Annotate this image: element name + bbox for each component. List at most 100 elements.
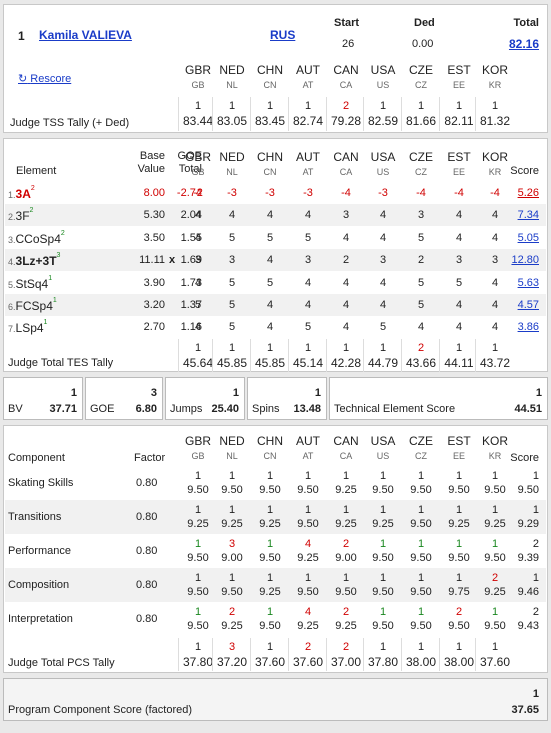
- judge-code-aut: AUT: [296, 63, 320, 77]
- component-judge-rank: 3: [228, 538, 236, 550]
- el-judge-country: AT: [302, 167, 314, 177]
- element-score-link[interactable]: 5.05: [517, 231, 539, 244]
- component-judge-rank: 1: [342, 470, 350, 482]
- el-judge-country: KR: [488, 167, 502, 177]
- tes-divider: [401, 339, 402, 372]
- bv-rank: 1: [70, 387, 77, 399]
- rank-number: 1: [18, 29, 25, 43]
- component-judge-mark: 9.50: [372, 586, 394, 598]
- component-judge-rank: 2: [342, 538, 350, 550]
- judge-mark: 5: [266, 276, 274, 289]
- row-stripe: [5, 249, 546, 272]
- element-goe: 2.04: [180, 209, 202, 222]
- component-judge-rank: 1: [194, 606, 202, 618]
- el-judge-country: GB: [191, 167, 205, 177]
- element-code: LSp4: [15, 321, 44, 336]
- element-number: 6.: [8, 302, 16, 312]
- component-judge-mark: 9.50: [221, 484, 243, 496]
- spins-label: Spins: [252, 403, 280, 415]
- judge-mark: 5: [417, 276, 425, 289]
- component-score-rank: 2: [532, 606, 539, 618]
- judge-country-ee: EE: [452, 80, 465, 90]
- tes-rank: 1: [455, 342, 463, 354]
- component-judge-mark: 9.50: [484, 484, 506, 496]
- element-base-value: 8.00: [143, 187, 165, 199]
- judge-mark: 4: [455, 321, 463, 334]
- pcs-tally-label: Judge Total PCS Tally: [8, 657, 115, 669]
- pcs-value: 37.80: [367, 655, 399, 669]
- component-judge-mark: 9.50: [221, 586, 243, 598]
- pc-judge-country: KR: [488, 451, 502, 461]
- bv-label: BV: [8, 403, 23, 415]
- component-judge-rank: 4: [304, 606, 312, 618]
- element-sup: 2: [30, 185, 35, 192]
- nation-link[interactable]: RUS: [270, 28, 296, 42]
- element-score-link[interactable]: 12.80: [511, 254, 539, 267]
- component-row: Skating Skills 0.80 1 9.50 1 9.50 1 9.50 1 9.50 1 9…: [4, 466, 547, 500]
- component-judge-mark: 9.50: [335, 586, 357, 598]
- judge-code-gbr: GBR: [184, 63, 211, 77]
- element-score-link[interactable]: 5.63: [517, 276, 539, 289]
- pcs-divider: [288, 638, 289, 671]
- tss-rank: 1: [491, 100, 499, 112]
- tss-rank: 1: [304, 100, 312, 112]
- tes-label: Technical Element Score: [334, 403, 456, 415]
- element-score-link[interactable]: 4.57: [517, 299, 539, 311]
- element-score-link[interactable]: 3.86: [517, 321, 539, 334]
- component-score-rank: 1: [532, 470, 539, 482]
- pc-judge-code: NED: [219, 434, 245, 448]
- judge-mark: 4: [455, 209, 463, 222]
- judge-mark: -3: [265, 187, 275, 199]
- judge-mark: 4: [304, 276, 312, 289]
- element-code: FCSp4: [15, 299, 53, 313]
- component-judge-rank: 2: [228, 606, 236, 618]
- element-name: 3.CCoSp42: [8, 230, 65, 246]
- element-base-value: 3.50: [143, 231, 165, 244]
- pc-judge-code: CHN: [257, 434, 283, 448]
- tes-value: 43.72: [479, 356, 511, 370]
- component-row: Composition 0.80 1 9.50 1 9.50 1 9.25 1 9.50 1 9.50…: [4, 568, 547, 602]
- judge-mark: 2: [417, 254, 425, 267]
- pc-judge-country: US: [376, 451, 390, 461]
- judge-code-cze: CZE: [409, 63, 433, 77]
- element-code: 3A: [15, 187, 31, 201]
- pcs-value: 37.80: [182, 655, 214, 669]
- judge-mark: 4: [342, 321, 350, 334]
- skater-name-link[interactable]: Kamila VALIEVA: [39, 28, 132, 42]
- element-sup: 1: [52, 297, 57, 304]
- element-row: 4.3Lz+3T3 11.11 x 1.69 3 3 4 3 2 3 2 3 3 12.80: [4, 249, 547, 271]
- pcs-value: 37.00: [330, 655, 362, 669]
- judge-mark: 4: [491, 321, 499, 334]
- judge-mark: 4: [266, 209, 274, 222]
- judge-mark: 4: [379, 231, 387, 244]
- tss-value: 82.11: [444, 114, 474, 128]
- rescore-label: Rescore: [30, 73, 72, 85]
- rescore-link[interactable]: ↻ Rescore: [18, 72, 71, 85]
- component-judge-mark: 9.50: [259, 484, 281, 496]
- judge-mark: -4: [454, 187, 464, 199]
- judge-mark: 5: [417, 231, 425, 244]
- tes-divider: [363, 339, 364, 372]
- component-judge-rank: 1: [266, 572, 274, 584]
- total-value-link[interactable]: 82.16: [508, 37, 539, 51]
- component-judge-mark: 9.50: [259, 552, 281, 564]
- col-pcs-score-header: Score: [510, 452, 539, 464]
- component-judge-mark: 9.25: [187, 518, 209, 530]
- tes-box: 1 Technical Element Score 44.51: [329, 377, 548, 420]
- component-score: 9.29: [517, 518, 539, 530]
- component-judge-mark: 9.50: [297, 518, 319, 530]
- judge-mark: 4: [194, 209, 202, 222]
- component-judge-rank: 1: [417, 470, 425, 482]
- el-judge-code: EST: [447, 150, 471, 164]
- element-number: 4.: [8, 257, 16, 268]
- tes-divider: [326, 339, 327, 372]
- element-number: 3.: [8, 234, 16, 245]
- component-score-rank: 1: [532, 504, 539, 516]
- pcs-rank: 1: [194, 641, 202, 653]
- element-score-link[interactable]: 7.34: [517, 209, 539, 222]
- element-score-link[interactable]: 5.26: [517, 187, 539, 199]
- judge-mark: -2: [193, 187, 203, 199]
- tes-divider: [439, 339, 440, 372]
- element-goe: 1.73: [180, 276, 202, 289]
- judge-mark: 4: [266, 299, 274, 311]
